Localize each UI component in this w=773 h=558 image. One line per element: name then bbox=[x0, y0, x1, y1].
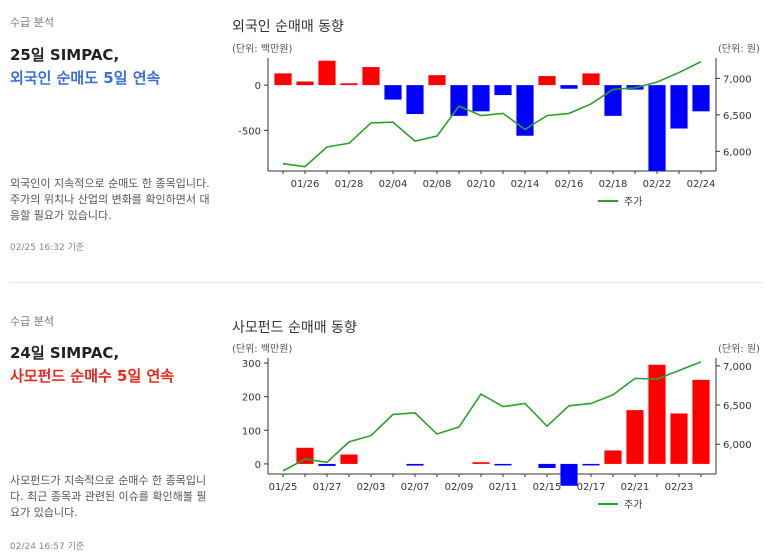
headline-line2: 외국인 순매도 5일 연속 bbox=[10, 69, 161, 87]
y2-tick-label: 6,500 bbox=[723, 401, 752, 412]
section-label: 수급 분석 bbox=[10, 16, 54, 29]
headline-line1: 24일 SIMPAC, bbox=[10, 344, 120, 362]
y2-tick-label: 6,500 bbox=[723, 111, 752, 122]
bar bbox=[670, 413, 688, 464]
bar bbox=[560, 85, 578, 89]
x-tick-label: 02/18 bbox=[599, 179, 628, 190]
headline-line2: 사모펀드 순매수 5일 연속 bbox=[10, 367, 175, 385]
bar bbox=[582, 463, 600, 466]
headline: 25일 SIMPAC, 외국인 순매도 5일 연속 bbox=[10, 44, 160, 90]
bar bbox=[670, 85, 688, 129]
bar bbox=[472, 85, 490, 112]
y2-tick-label: 6,000 bbox=[723, 440, 752, 451]
price-line bbox=[282, 60, 702, 168]
x-tick-label: 02/03 bbox=[357, 482, 386, 493]
bar bbox=[318, 60, 336, 86]
timestamp: 02/24 16:57 기준 bbox=[10, 542, 85, 552]
x-tick-label: 02/16 bbox=[555, 179, 584, 190]
bar bbox=[692, 85, 710, 112]
timestamp: 02/25 16:32 기준 bbox=[10, 243, 85, 253]
description: 외국인이 지속적으로 순매도 한 종목입니다. 주가의 위치나 산업의 변화를 … bbox=[10, 177, 210, 222]
description: 사모펀드가 지속적으로 순매수 한 종목입니다. 최근 종목과 관련된 이슈를 … bbox=[10, 474, 207, 519]
bar bbox=[648, 364, 666, 464]
bar bbox=[560, 463, 578, 486]
y-tick-label: -500 bbox=[238, 126, 261, 137]
bar bbox=[582, 73, 600, 86]
bar bbox=[274, 73, 292, 86]
bar bbox=[472, 462, 490, 464]
x-tick-label: 02/23 bbox=[665, 482, 694, 493]
bar bbox=[626, 410, 644, 464]
y-axis-unit-label: (단위: 백만원) bbox=[232, 42, 292, 55]
chart-title: 외국인 순매매 동향 bbox=[232, 19, 344, 35]
chart-title: 사모펀드 순매매 동향 bbox=[232, 320, 357, 336]
y-tick-label: 0 bbox=[255, 460, 261, 471]
y2-tick-label: 7,000 bbox=[723, 362, 752, 373]
y2-axis-unit-label: (단위: 원) bbox=[718, 342, 760, 355]
bar bbox=[384, 85, 402, 100]
y-tick-label: 300 bbox=[242, 359, 261, 370]
bar bbox=[318, 463, 336, 466]
bar bbox=[296, 81, 314, 86]
bar bbox=[604, 450, 622, 464]
section-label: 수급 분석 bbox=[10, 315, 54, 328]
x-tick-label: 02/24 bbox=[687, 179, 716, 190]
x-tick-label: 02/09 bbox=[445, 482, 474, 493]
headline: 24일 SIMPAC, 사모펀드 순매수 5일 연속 bbox=[10, 342, 174, 388]
x-tick-label: 02/22 bbox=[643, 179, 672, 190]
x-tick-label: 01/28 bbox=[335, 179, 364, 190]
bar bbox=[494, 463, 512, 466]
bar bbox=[362, 67, 380, 86]
legend-label: 주가 bbox=[624, 196, 642, 208]
headline-line1: 25일 SIMPAC, bbox=[10, 46, 120, 64]
x-tick-label: 02/04 bbox=[379, 179, 408, 190]
x-tick-label: 01/26 bbox=[291, 179, 320, 190]
bar bbox=[516, 85, 534, 136]
y-tick-label: 100 bbox=[242, 426, 261, 437]
x-tick-label: 02/15 bbox=[533, 482, 562, 493]
x-tick-label: 01/27 bbox=[313, 482, 342, 493]
y2-tick-label: 6,000 bbox=[723, 147, 752, 158]
bar bbox=[450, 85, 468, 116]
bar bbox=[538, 463, 556, 468]
y-tick-label: 200 bbox=[242, 393, 261, 404]
price-line bbox=[282, 361, 702, 472]
x-tick-label: 02/11 bbox=[489, 482, 518, 493]
chart-foreign-net-trading: (단위: 백만원) (단위: 원) 0 -500 6,000 6,500 7,000 01/2… bbox=[232, 42, 760, 208]
analysis-card-foreign[interactable]: 수급 분석 25일 SIMPAC, 외국인 순매도 5일 연속 외국인이 지속적… bbox=[0, 0, 773, 278]
x-tick-label: 02/21 bbox=[621, 482, 650, 493]
bar bbox=[406, 463, 424, 466]
bar bbox=[428, 75, 446, 86]
divider bbox=[10, 282, 763, 283]
x-tick-label: 01/25 bbox=[269, 482, 298, 493]
y2-tick-label: 7,000 bbox=[723, 74, 752, 85]
bar bbox=[648, 85, 666, 171]
bar bbox=[538, 76, 556, 86]
bar bbox=[494, 85, 512, 96]
chart-private-fund-net-trading: (단위: 백만원) (단위: 원) 0 100 200 300 6,000 6,500 7,00… bbox=[232, 342, 760, 511]
legend-label: 주가 bbox=[624, 499, 642, 511]
x-tick-label: 02/14 bbox=[511, 179, 540, 190]
bar bbox=[692, 379, 710, 464]
x-tick-label: 02/07 bbox=[401, 482, 430, 493]
bar bbox=[340, 83, 358, 86]
x-tick-label: 02/10 bbox=[467, 179, 496, 190]
y-tick-label: 0 bbox=[255, 81, 261, 92]
y2-axis-unit-label: (단위: 원) bbox=[718, 42, 760, 55]
analysis-card-private-fund[interactable]: 수급 분석 24일 SIMPAC, 사모펀드 순매수 5일 연속 사모펀드가 지… bbox=[0, 280, 773, 558]
y-axis-unit-label: (단위: 백만원) bbox=[232, 342, 292, 355]
bar bbox=[406, 85, 424, 115]
x-tick-label: 02/08 bbox=[423, 179, 452, 190]
x-tick-label: 02/17 bbox=[577, 482, 606, 493]
bar bbox=[340, 454, 358, 464]
